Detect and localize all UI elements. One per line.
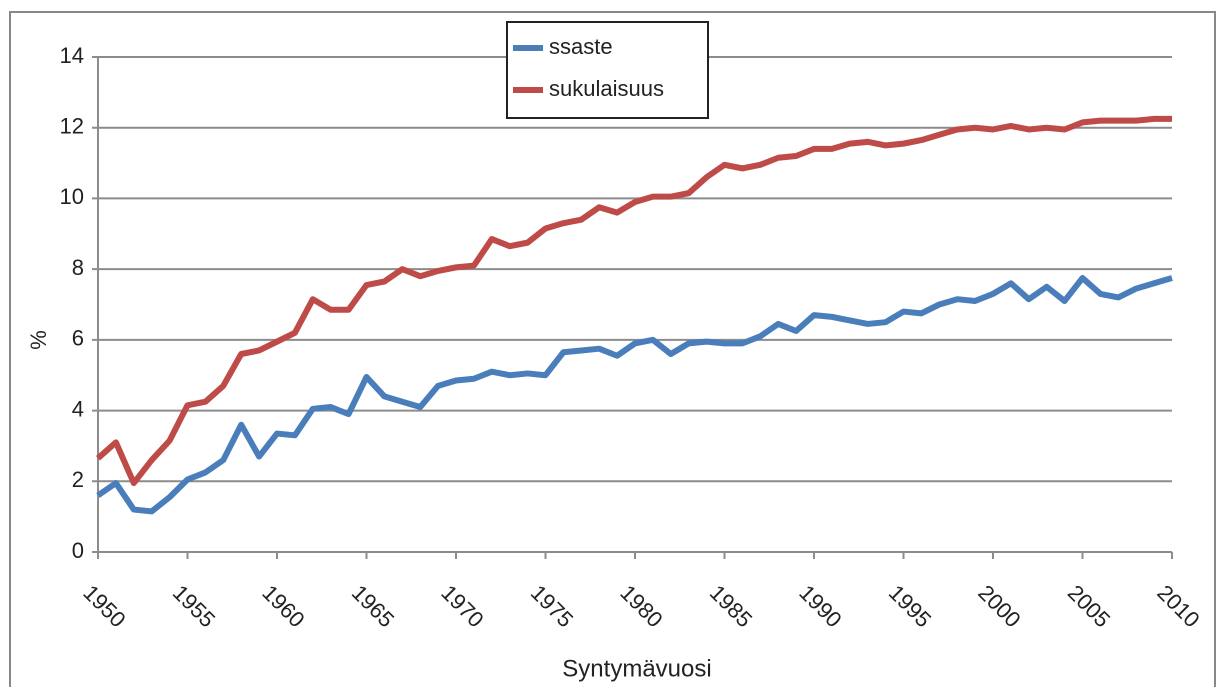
x-tick-label: 1955 [168,580,220,632]
data-line [96,274,1173,515]
x-axis-label: Syntymävuosi [562,655,711,682]
y-tick-label: 10 [60,184,84,209]
x-tick-label: 1990 [794,580,846,632]
data-line [96,115,1172,487]
legend-label: sukulaisuus [549,76,664,101]
x-tick-label: 1980 [615,580,667,632]
legend-label: ssaste [549,34,613,59]
chart-frame [9,11,1216,687]
x-tick-label: 1970 [436,580,488,632]
y-tick-label: 4 [72,396,84,421]
y-tick-label: 12 [60,114,84,139]
x-tick-label: 1950 [78,580,130,632]
y-axis-label: % [26,330,51,350]
y-tick-label: 6 [72,326,84,351]
y-tick-label: 2 [72,467,84,492]
x-tick-label: 1985 [705,580,757,632]
x-tick-label: 1960 [257,580,309,632]
x-tick-label: 1965 [347,580,399,632]
x-tick-label: 1975 [526,580,578,632]
x-tick-label: 2010 [1152,580,1204,632]
x-tick-label: 2000 [973,580,1025,632]
y-tick-label: 14 [60,43,84,68]
x-tick-label: 1995 [884,580,936,632]
y-tick-label: 0 [72,538,84,563]
x-tick-label: 2005 [1063,580,1115,632]
legend-box [506,21,709,119]
y-tick-label: 8 [72,255,84,280]
